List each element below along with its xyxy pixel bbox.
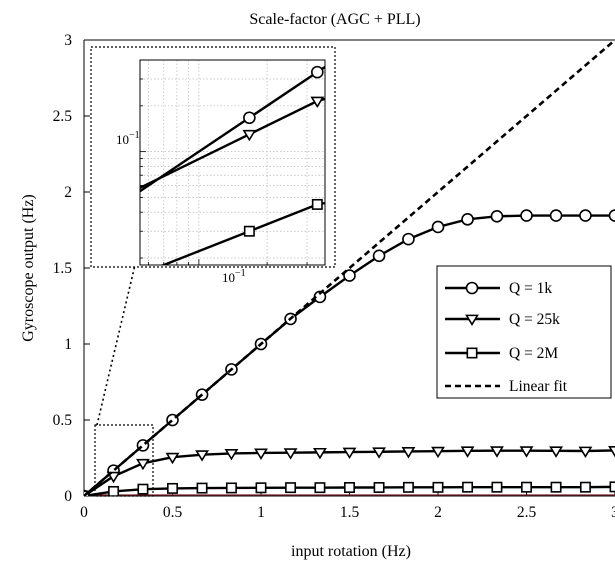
data-point-square [609, 481, 615, 493]
y-tick-label: 0.5 [53, 412, 73, 429]
zoom-connector-line [96, 264, 136, 426]
inset-grid [140, 60, 325, 265]
x-tick-label: 3 [611, 504, 615, 521]
data-point-triangle-down [254, 448, 268, 460]
zoom-region-box [94, 424, 154, 497]
x-tick-label: 0 [80, 504, 88, 521]
y-axis-ticks: 0 0.5 1 1.5 2 2.5 3 [53, 32, 90, 505]
data-point-square [137, 483, 149, 495]
data-point-square [521, 481, 532, 493]
data-point-circle [402, 232, 415, 246]
y-tick-label: 1.5 [53, 260, 73, 277]
data-point-square [108, 485, 120, 496]
data-point-circle [431, 220, 445, 234]
data-point-square [432, 481, 444, 493]
data-point-triangle-down [195, 450, 209, 462]
data-point-circle [372, 249, 386, 263]
inset-series [140, 65, 325, 265]
inset-outer-box [90, 46, 336, 268]
data-point-circle [490, 210, 504, 223]
series-line-linear-fit [84, 40, 615, 496]
data-point-triangle-down [578, 446, 593, 458]
legend-swatch-marker-triangle-down [465, 314, 479, 326]
series-layer [84, 40, 615, 496]
data-point-triangle-down [136, 458, 150, 471]
zoom-inset: 10−1 10−1 [90, 46, 336, 285]
data-point-square [255, 482, 267, 494]
inset-data-point-square [243, 225, 255, 237]
legend: Q = 1k Q = 25k Q = 2M Linear fit [436, 265, 612, 399]
data-point-triangle-down [460, 446, 475, 458]
inset-data-point-square [311, 198, 323, 210]
inset-data-point-triangle-down [310, 96, 325, 109]
zoom-indicator [94, 264, 154, 497]
legend-swatch-marker-square [466, 347, 478, 359]
data-point-square [579, 481, 591, 493]
legend-entry-label: Q = 1k [509, 280, 552, 297]
x-tick-label: 2.5 [517, 504, 537, 521]
inset-data-point-circle [311, 65, 324, 79]
data-point-triangle-down [519, 446, 534, 458]
x-tick-label: 1.5 [340, 504, 360, 521]
data-point-square [402, 481, 414, 493]
legend-swatch-marker-circle [465, 281, 479, 295]
data-point-triangle-down [608, 445, 615, 458]
inset-axes-box [139, 59, 326, 266]
inset-data-point-triangle-down [242, 129, 257, 142]
data-point-triangle-down [165, 452, 180, 465]
data-point-triangle-down [224, 449, 239, 461]
data-point-square [344, 482, 355, 493]
data-point-triangle-down [431, 446, 445, 459]
data-point-circle [579, 209, 592, 222]
inset-y-tick-label: 10−1 [116, 130, 140, 147]
data-point-square [225, 482, 237, 494]
x-tick-label: 1 [257, 504, 265, 521]
data-point-triangle-down [342, 447, 357, 460]
y-tick-label: 2.5 [53, 108, 73, 125]
data-point-circle [520, 209, 533, 222]
data-point-square [314, 482, 326, 494]
x-axis-label: input rotation (Hz) [291, 543, 411, 560]
data-point-circle [461, 213, 474, 226]
data-point-triangle-down [549, 446, 563, 458]
data-point-square [491, 481, 503, 493]
data-point-square [196, 482, 208, 494]
chart-title: Scale-factor (AGC + PLL) [249, 11, 420, 28]
data-point-square [462, 481, 474, 493]
y-tick-label: 2 [64, 184, 72, 201]
y-axis-label: Gyroscope output (Hz) [20, 194, 37, 342]
legend-entry-label: Q = 2M [509, 345, 558, 362]
data-point-circle [608, 209, 615, 222]
data-point-square [285, 482, 297, 494]
data-point-triangle-down [283, 448, 298, 460]
legend-entry-label: Q = 25k [509, 311, 560, 328]
inset-data-point-circle [243, 111, 256, 125]
x-tick-label: 0.5 [163, 504, 183, 521]
data-point-square [167, 482, 178, 494]
data-point-triangle-down [372, 447, 386, 459]
data-point-circle [343, 269, 356, 282]
y-tick-label: 3 [64, 32, 72, 49]
inset-x-tick-label: 10−1 [222, 268, 246, 285]
data-point-triangle-down [490, 446, 504, 458]
y-tick-label: 0 [64, 488, 72, 505]
data-point-triangle-down [313, 447, 327, 460]
legend-entry-label: Linear fit [509, 378, 568, 395]
y-tick-label: 1 [64, 336, 72, 353]
data-point-square [373, 482, 385, 493]
data-point-circle [549, 209, 563, 222]
data-point-triangle-down [401, 447, 416, 459]
data-point-triangle-down [106, 471, 121, 484]
x-tick-label: 2 [434, 504, 442, 521]
data-point-square [550, 481, 562, 493]
